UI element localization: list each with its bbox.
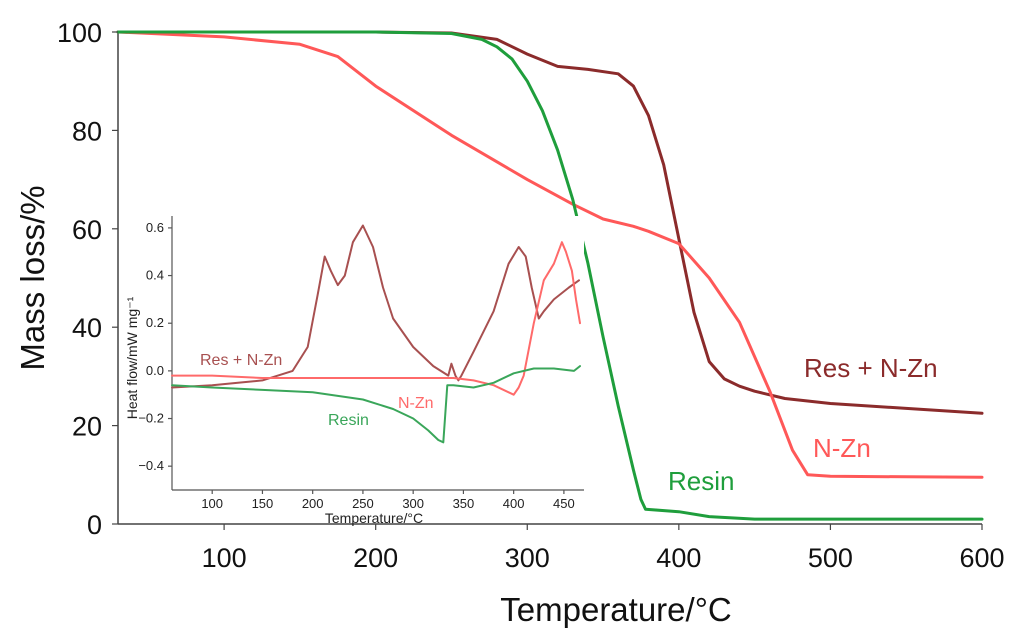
main-y-tick-label: 60 [72,215,102,245]
main-x-axis-title: Temperature/°C [500,591,731,628]
inset-plot: 100 150 200 250 300 350 400 450 −0.4 −0.2 0.0 0.2 0.… [124,216,584,526]
inset-series-line-res-n-zn [171,224,580,389]
main-y-tick-label: 100 [57,18,102,48]
main-series-label-resin: Resin [668,466,734,496]
main-series-label-res-n-zn: Res + N-Zn [804,353,938,383]
inset-x-tick-label: 200 [302,496,324,511]
main-x-tick-label: 600 [959,543,1004,573]
main-y-tick-label: 20 [72,412,102,442]
inset-y-tick-label: −0.2 [138,411,164,426]
main-ticks: 100 200 300 400 500 600 0 20 40 60 80 100 [57,18,1005,573]
inset-y-axis-title: Heat flow/mW mg⁻¹ [124,296,140,419]
inset-x-tick-label: 300 [402,496,424,511]
main-y-tick-label: 40 [72,313,102,343]
inset-x-tick-label: 150 [252,496,274,511]
inset-x-tick-label: 100 [201,496,223,511]
inset-x-tick-label: 400 [503,496,525,511]
inset-series-label-n-zn: N-Zn [398,395,434,412]
inset-x-tick-label: 450 [553,496,575,511]
main-x-tick-label: 100 [202,543,247,573]
main-series-label-n-zn: N-Zn [813,433,871,463]
main-series-line-n-zn [116,30,984,479]
inset-series-label-resin: Resin [328,412,369,429]
inset-series-line-resin [171,365,581,444]
main-y-axis-title: Mass loss/% [14,185,51,370]
inset-x-tick-label: 250 [352,496,374,511]
main-x-tick-label: 200 [353,543,398,573]
inset-x-axis-title: Temperature/°C [325,510,423,526]
inset-y-tick-label: 0.6 [146,220,164,235]
main-axes [117,32,982,525]
inset-plot-background [172,216,584,490]
inset-series-line-n-zn [171,241,581,396]
inset-y-tick-label: 0.4 [146,268,164,283]
main-y-tick-label: 0 [87,510,102,540]
inset-series-label-res-n-zn: Res + N-Zn [200,352,282,369]
main-y-tick-label: 80 [72,116,102,146]
main-x-tick-label: 500 [808,543,853,573]
main-x-tick-label: 400 [656,543,701,573]
inset-ticks: 100 150 200 250 300 350 400 450 −0.4 −0.2 0.0 0.2 0.… [138,220,574,511]
inset-y-tick-label: 0.0 [146,363,164,378]
inset-y-tick-label: 0.2 [146,315,164,330]
inset-axes [171,216,584,491]
main-x-tick-label: 300 [505,543,550,573]
inset-series-group [171,224,581,444]
inset-x-tick-label: 350 [453,496,475,511]
inset-y-tick-label: −0.4 [138,458,164,473]
